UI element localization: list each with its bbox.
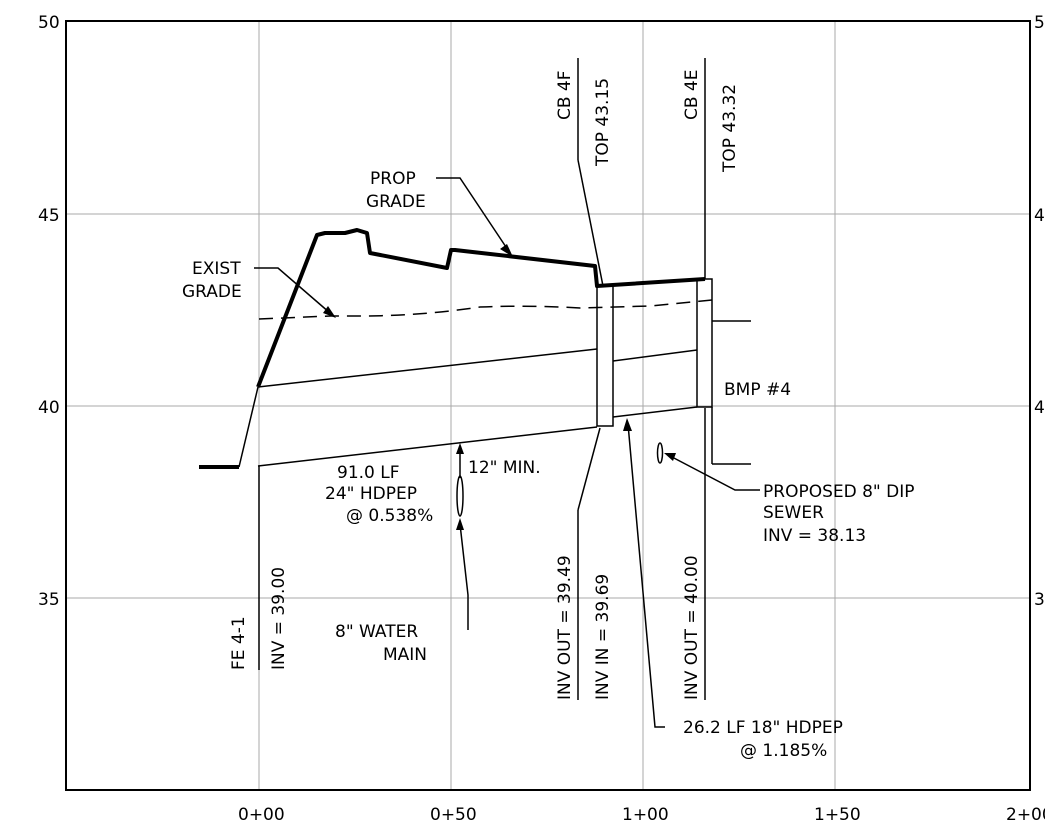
- prop-grade-label: GRADE: [366, 192, 426, 212]
- pipe-24-invert: [257, 426, 598, 467]
- exist-grade-label: EXIST: [192, 259, 241, 279]
- prop-grade-leader: [436, 177, 509, 251]
- sewer-arrow: [664, 453, 676, 461]
- sewer-label: PROPOSED 8" DIP: [763, 482, 915, 502]
- sewer-label: SEWER: [763, 503, 824, 523]
- cb-4e-name: CB 4E: [682, 70, 702, 121]
- pipe-18-invert: [612, 406, 698, 418]
- cb-4f-top-leader-diag: [577, 159, 604, 287]
- cb-4f-name: CB 4F: [555, 70, 575, 120]
- pipe-24-label: 91.0 LF: [337, 463, 400, 483]
- fe-4-1-name: FE 4-1: [229, 616, 249, 670]
- sewer-label: INV = 38.13: [763, 526, 866, 546]
- cb-4e-structure: [696, 278, 713, 408]
- pipe-18-arrow: [623, 418, 632, 431]
- cb-4e-top: TOP 43.32: [720, 84, 740, 173]
- x-tick-label: 0+00: [238, 805, 285, 825]
- prop-grade-label: PROP: [370, 169, 416, 189]
- water-main-pipe: [456, 475, 464, 517]
- y-tick-label: 40: [38, 398, 60, 418]
- exist-grade-leader: [254, 267, 331, 314]
- pipe-18-label: @ 1.185%: [740, 741, 827, 761]
- pipe-24-label: @ 0.538%: [346, 506, 433, 526]
- cb-4f-inv-leader-diag: [577, 427, 601, 511]
- pipe-24-label: 24" HDPEP: [325, 484, 417, 504]
- pipe-24-crown: [257, 348, 598, 388]
- pipe-18-leader: [627, 423, 665, 728]
- y-tick-label-right: 50: [1034, 13, 1045, 33]
- prop-grade-arrow: [500, 244, 513, 257]
- pipe-18-label: 26.2 LF 18" HDPEP: [683, 718, 843, 738]
- grid-lines: [66, 21, 1030, 790]
- x-tick-label: 2+00: [1006, 805, 1045, 825]
- cb-4f-inv-out: INV OUT = 39.49: [555, 555, 575, 700]
- y-tick-label: 45: [38, 206, 60, 226]
- water-main-arrow: [456, 518, 464, 530]
- y-tick-label: 50: [38, 13, 60, 33]
- water-main-label: 8" WATER: [335, 622, 418, 642]
- y-tick-label-right: 40: [1034, 398, 1045, 418]
- outfall-slope: [238, 386, 259, 468]
- cb-4f-structure: [596, 285, 614, 427]
- drawing-frame: [65, 20, 1031, 791]
- x-tick-label: 1+00: [622, 805, 669, 825]
- min-clearance-label: 12" MIN.: [468, 458, 541, 478]
- sewer-leader: [671, 456, 760, 491]
- exist-grade-label: GRADE: [182, 282, 242, 302]
- exist-grade-arrow: [323, 306, 336, 318]
- x-tick-label: 1+50: [814, 805, 861, 825]
- existing-grade-line: [258, 299, 713, 320]
- y-tick-label: 35: [38, 590, 60, 610]
- proposed-grade-line: [256, 228, 706, 388]
- x-tick-label: 0+50: [430, 805, 477, 825]
- y-tick-label-right: 35: [1034, 590, 1045, 610]
- y-tick-label-right: 45: [1034, 206, 1045, 226]
- cb-4e-inv-out: INV OUT = 40.00: [682, 555, 702, 700]
- cb-4f-top: TOP 43.15: [593, 78, 613, 167]
- pipe-18-crown: [612, 349, 698, 362]
- water-main-label: MAIN: [383, 645, 427, 665]
- cb-4e-inv-in: INV IN = 39.69: [593, 574, 613, 700]
- sewer-pipe: [656, 442, 664, 464]
- bmp-label: BMP #4: [724, 380, 791, 400]
- water-main-leader: [459, 523, 469, 630]
- min-clearance-arrow-up: [456, 443, 464, 454]
- fe-4-1-invert: INV = 39.00: [269, 567, 289, 670]
